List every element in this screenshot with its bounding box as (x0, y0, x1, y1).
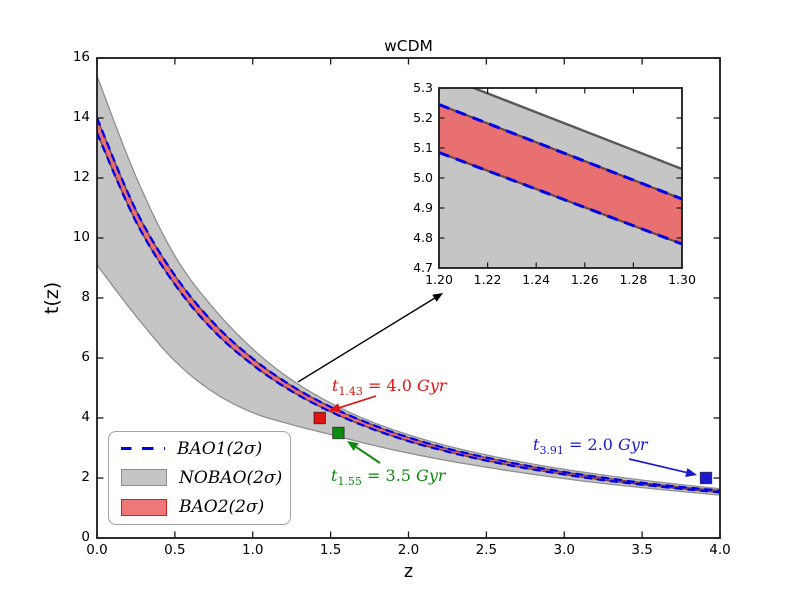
x-tick-label: 0.0 (86, 542, 108, 558)
legend-label: NOBAO(2σ) (179, 467, 283, 488)
green-annotation-arrow (347, 441, 381, 464)
inset-y-tick-label: 5.2 (413, 110, 433, 125)
y-tick-label: 16 (72, 49, 90, 65)
legend: BAO1(2σ) NOBAO(2σ) BAO2(2σ) (108, 431, 291, 525)
red-annotation-arrow (329, 395, 377, 413)
x-tick-label: 0.5 (164, 542, 186, 558)
inset-x-tick-label: 1.26 (570, 272, 599, 287)
annotation-unit: Gyr (618, 435, 648, 454)
x-axis-label: z (403, 562, 414, 582)
inset-bao1-upper-edge-dashed (439, 103, 682, 201)
y-tick-label: 8 (81, 289, 90, 305)
inset-x-tick-label: 1.28 (619, 272, 648, 287)
inset-y-tick-label: 4.7 (413, 260, 433, 275)
inset-bao1-lower-edge-dashed (439, 151, 682, 246)
x-tick-label: 2.5 (475, 542, 498, 558)
inset-axes-ticks (438, 87, 683, 269)
inset-y-tick-label: 4.8 (413, 230, 433, 245)
inset-x-tick-label: 1.22 (473, 272, 502, 287)
gray-patch-sample (121, 469, 167, 487)
y-tick-label: 2 (81, 469, 90, 485)
blue-annotation-arrow (628, 458, 697, 477)
y-tick-label: 4 (81, 409, 90, 425)
bao1-lower-dashed-line (97, 132, 720, 494)
inset-x-tick-label: 1.24 (522, 272, 551, 287)
y-tick-label: 0 (81, 529, 90, 545)
x-tick-label: 3.0 (553, 542, 575, 558)
annotation-var: t (331, 466, 338, 485)
inset-x-tick-label: 1.20 (425, 272, 453, 287)
inset-plot-area (439, 88, 682, 268)
y-tick-label: 12 (72, 169, 90, 185)
nobao-lower-edge (97, 264, 720, 496)
legend-item-bao1: BAO1(2σ) (121, 434, 290, 463)
bao1-upper-dashed-line (97, 117, 720, 492)
inset-y-tick-label: 5.1 (413, 140, 433, 155)
chart-title: wCDM (384, 37, 433, 55)
annotation-unit: Gyr (417, 376, 447, 395)
main-axes-ticks (96, 57, 721, 539)
annotation-value: = 4.0 (362, 376, 418, 395)
y-tick-label: 14 (72, 109, 90, 125)
y-tick-label: 6 (81, 349, 90, 365)
data-point-marker-blue (699, 471, 713, 485)
data-point-marker-green (332, 426, 345, 440)
annotation-blue: t3.91 = 2.0 Gyr (533, 435, 648, 457)
legend-item-bao2: BAO2(2σ) (121, 493, 290, 522)
legend-label: BAO2(2σ) (179, 497, 265, 518)
main-plot-area (97, 75, 720, 496)
red-patch-sample (121, 498, 167, 516)
inset-bao2-band (439, 104, 682, 244)
annotation-value: = 2.0 (563, 435, 619, 454)
dashed-line-sample (121, 447, 165, 451)
annotation-sub: 1.43 (338, 385, 363, 399)
legend-item-nobao: NOBAO(2σ) (121, 463, 290, 492)
x-tick-label: 1.5 (319, 542, 342, 558)
inset-y-tick-label: 5.3 (413, 80, 433, 95)
nobao-upper-edge (97, 75, 720, 490)
x-tick-label: 3.5 (631, 542, 653, 558)
inset-pointer-arrow (297, 293, 443, 383)
x-tick-label: 1.0 (242, 542, 264, 558)
annotation-var: t (332, 376, 339, 395)
annotation-red: t1.43 = 4.0 Gyr (332, 376, 447, 398)
annotation-sub: 1.55 (337, 475, 362, 489)
inset-y-tick-label: 4.9 (413, 200, 433, 215)
annotation-sub: 3.91 (539, 444, 564, 458)
x-tick-label: 4.0 (709, 542, 731, 558)
annotation-unit: Gyr (416, 466, 446, 485)
annotation-value: = 3.5 (361, 466, 417, 485)
annotation-var: t (533, 435, 540, 454)
y-tick-label: 10 (72, 229, 90, 245)
legend-label: BAO1(2σ) (177, 438, 263, 459)
inset-x-tick-label: 1.30 (668, 272, 696, 287)
inset-nobao-upper-edge (470, 88, 682, 171)
x-tick-label: 2.0 (397, 542, 420, 558)
data-point-marker-red (313, 411, 326, 425)
inset-y-tick-label: 5.0 (413, 170, 433, 185)
annotation-green: t1.55 = 3.5 Gyr (331, 466, 446, 488)
nobao-band (97, 76, 720, 496)
